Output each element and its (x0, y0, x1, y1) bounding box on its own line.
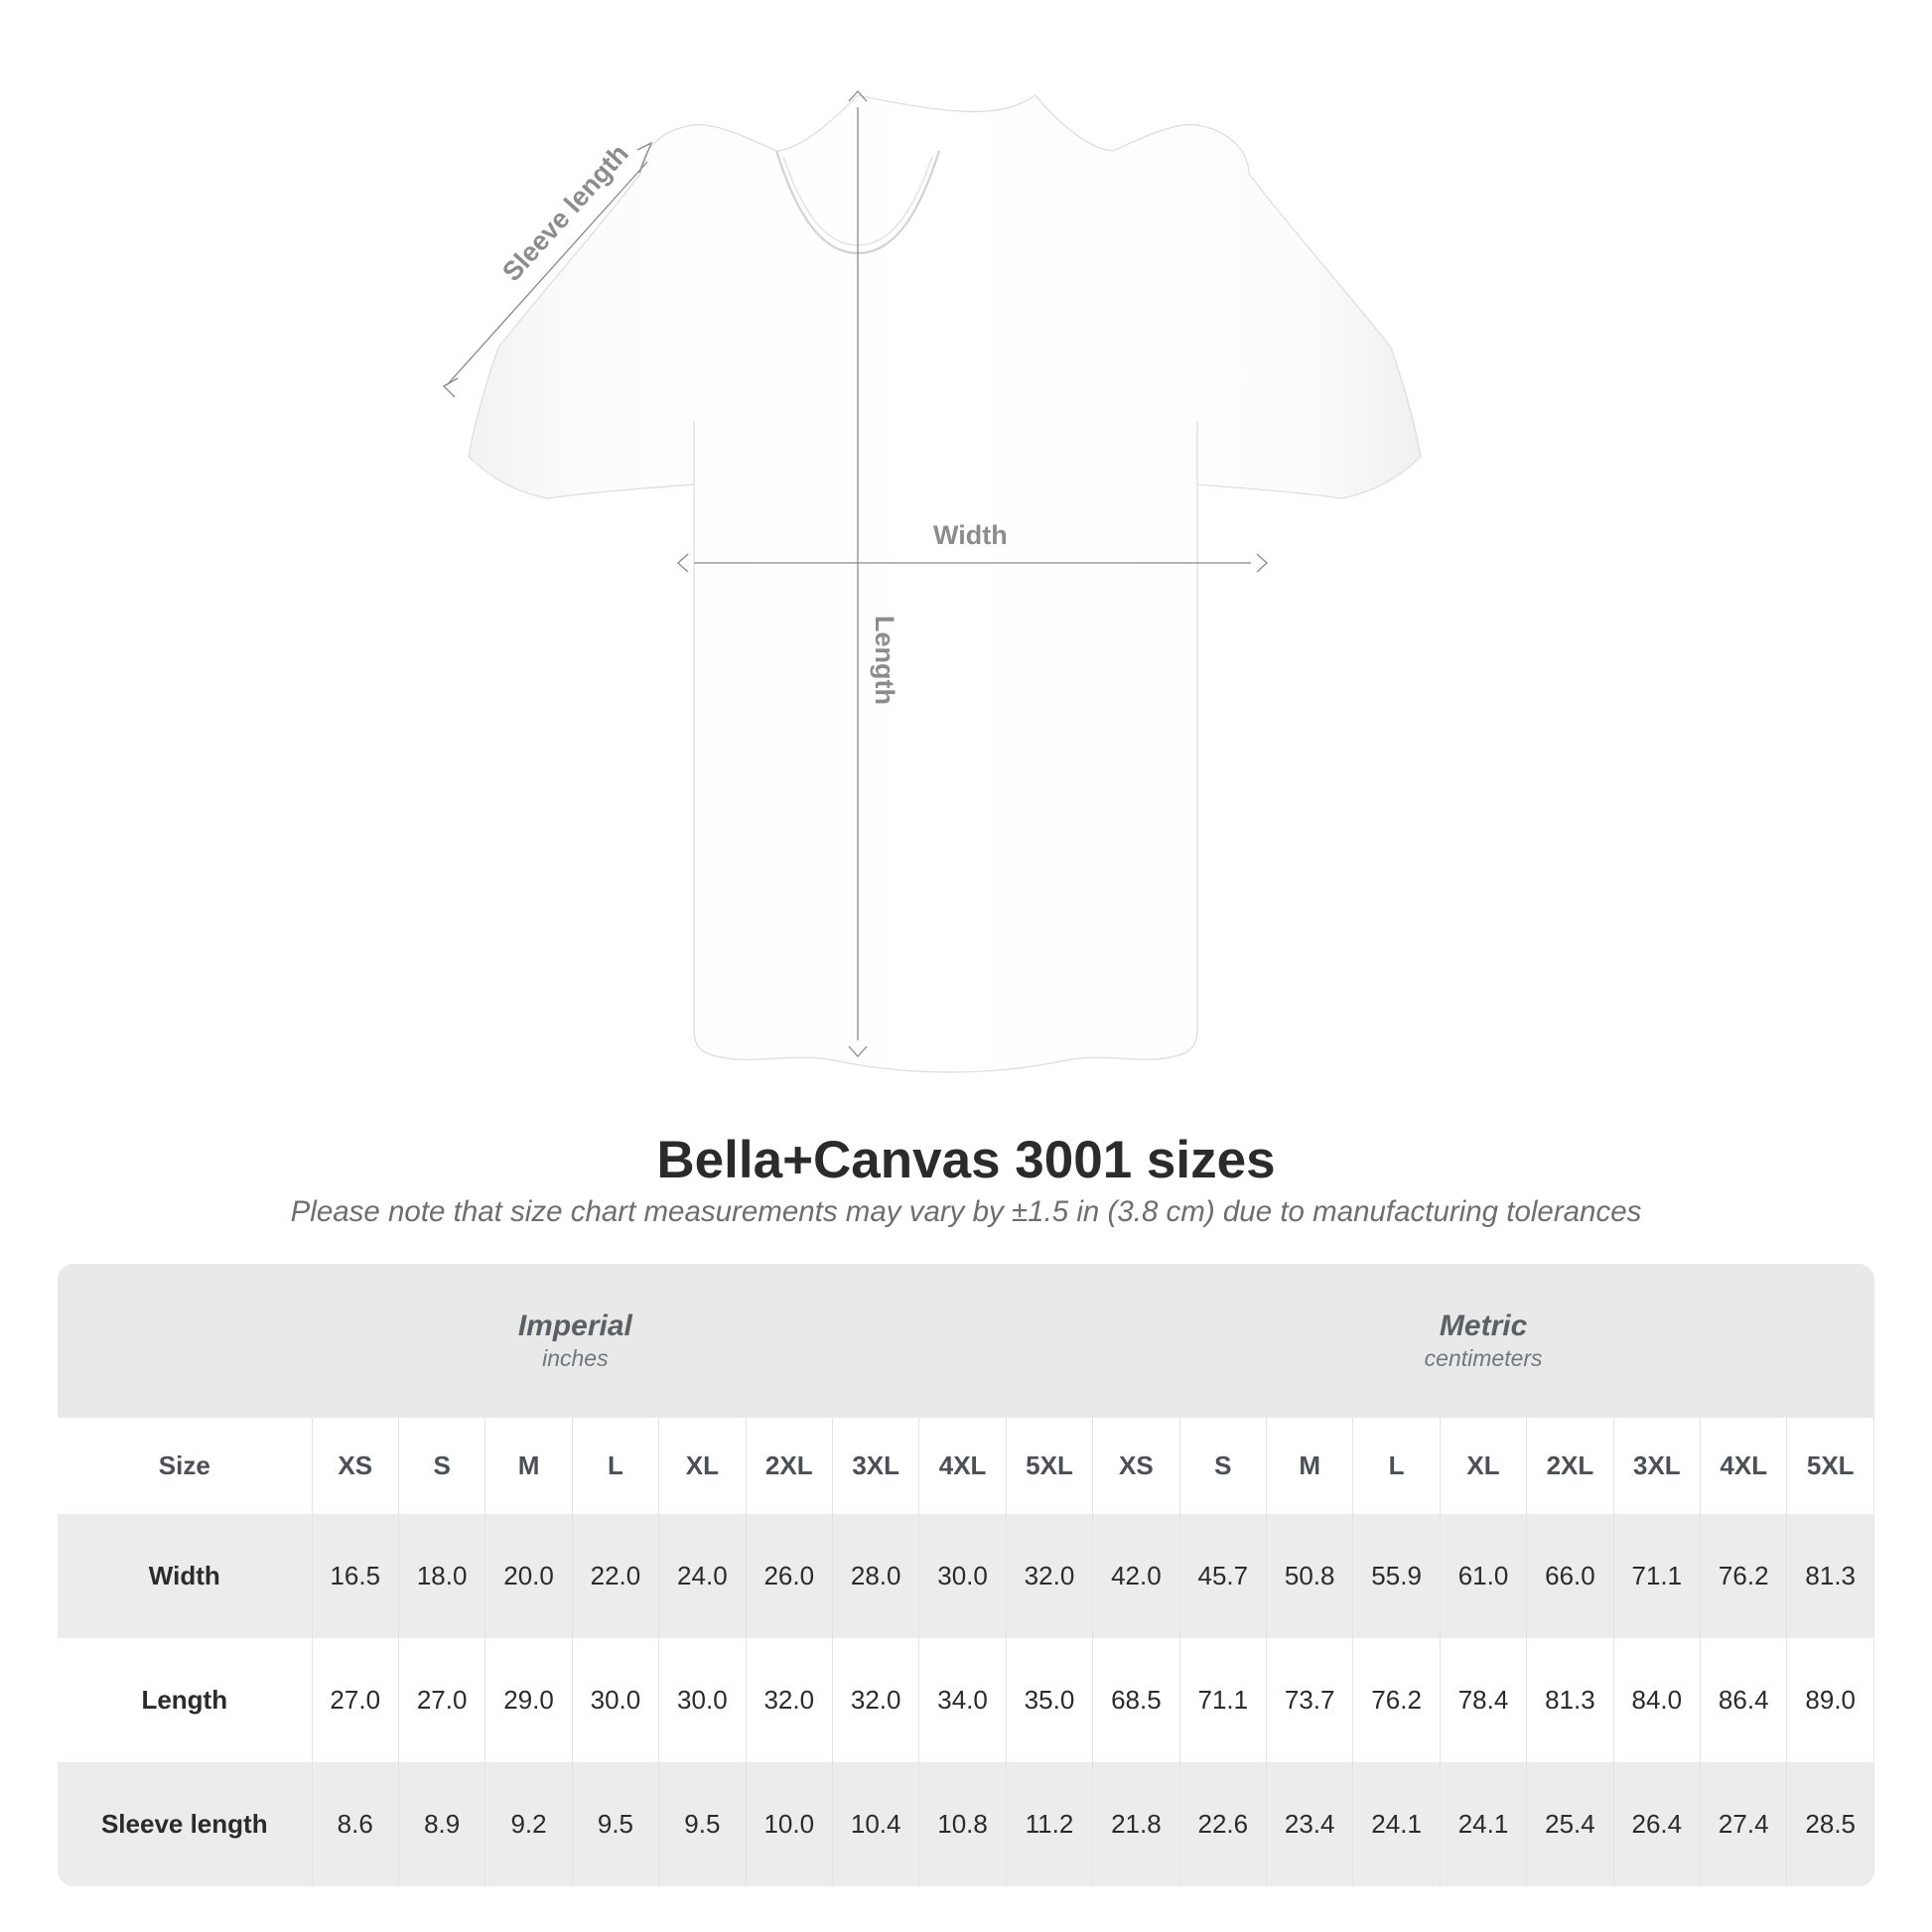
svg-text:Length: Length (870, 616, 899, 705)
svg-text:Width: Width (933, 520, 1008, 550)
